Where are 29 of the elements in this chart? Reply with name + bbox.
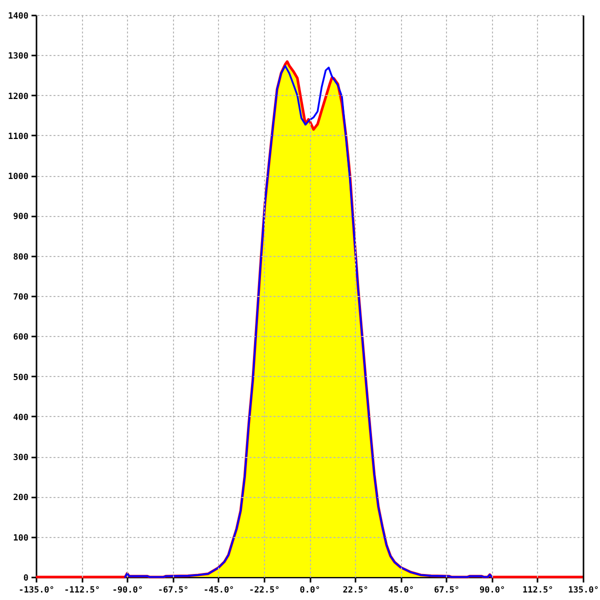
y-tick-label: 100 (13, 533, 28, 544)
x-tick-label: -45.0° (203, 586, 234, 596)
y-tick-label: 700 (13, 292, 28, 302)
y-tick-label: 1100 (8, 132, 28, 142)
y-tick-label: 800 (13, 252, 28, 262)
x-tick-label: 90.0° (480, 586, 506, 596)
x-tick-label: -90.0° (112, 586, 144, 596)
x-tick-label: -135.0° (18, 586, 54, 596)
x-tick-label: 135.0° (568, 586, 599, 596)
y-tick-label: 900 (13, 212, 28, 222)
y-tick-label: 1200 (8, 92, 28, 102)
y-tick-label: 1400 (8, 12, 28, 22)
x-tick-label: -22.5° (249, 586, 280, 596)
x-tick-label: 67.5° (434, 586, 460, 596)
y-tick-label: 0 (23, 574, 28, 584)
x-tick-label: 45.0° (388, 586, 414, 596)
line-series (124, 65, 493, 578)
y-tick-label: 1000 (8, 172, 28, 182)
x-tick-label: -67.5° (158, 586, 189, 596)
x-tick-label: 112.5° (522, 586, 554, 596)
y-tick-label: 300 (13, 453, 28, 464)
x-tick-label: 0.0° (300, 586, 320, 596)
y-tick-label: 600 (13, 332, 28, 343)
y-tick-label: 1300 (8, 52, 28, 62)
x-tick-label: -112.5° (64, 586, 100, 596)
y-tick-label: 200 (13, 493, 28, 504)
y-tick-label: 500 (13, 372, 28, 383)
y-tick-label: 400 (13, 412, 28, 423)
x-tick-label: 22.5° (342, 586, 368, 596)
